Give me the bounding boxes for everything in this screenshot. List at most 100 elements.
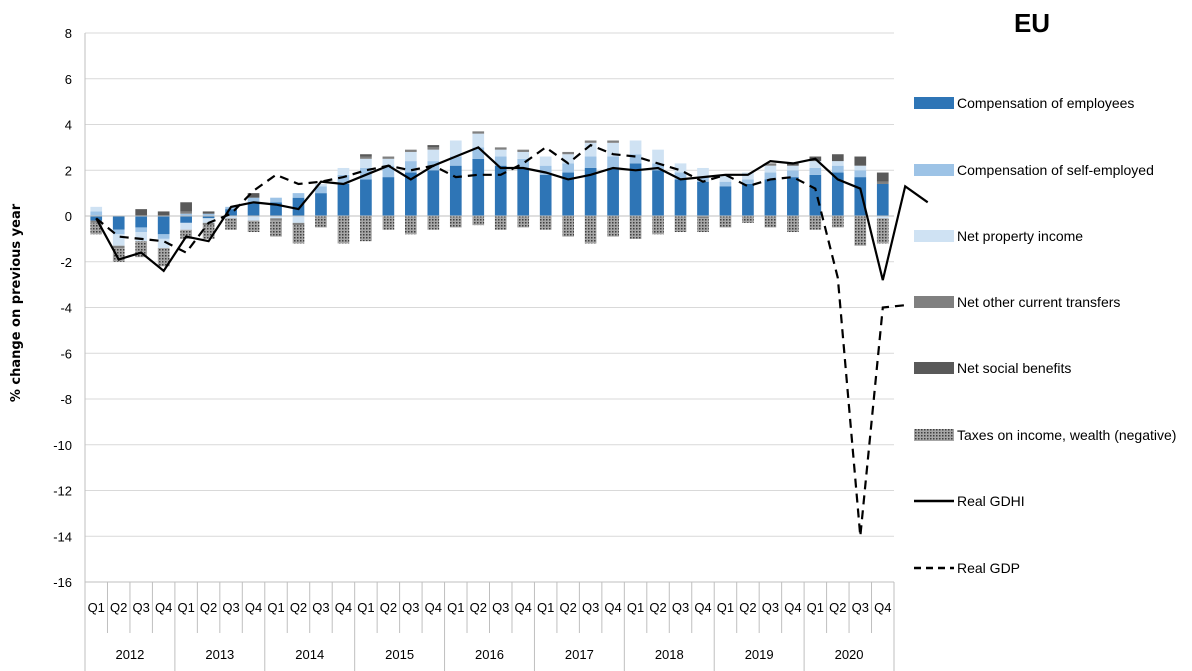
- y-tick-label: -8: [60, 392, 72, 407]
- x-tick-label: Q1: [267, 600, 284, 615]
- bar-segment: [157, 248, 170, 267]
- x-tick-label: Q3: [312, 600, 329, 615]
- bar-segment: [112, 245, 125, 249]
- x-tick-label: Q3: [133, 600, 150, 615]
- series-line: [95, 146, 929, 281]
- bar-segment: [270, 218, 282, 221]
- legend-label: Real GDHI: [957, 493, 1025, 509]
- x-tick-label: Q4: [784, 600, 801, 615]
- x-tick-label: Q2: [470, 600, 487, 615]
- bar-segment: [449, 156, 462, 166]
- bar-segment: [607, 156, 619, 168]
- bar-segment: [562, 151, 574, 155]
- x-tick-label: Q3: [402, 600, 419, 615]
- legend-swatch: [914, 429, 954, 441]
- bar-segment: [337, 216, 350, 244]
- bar-segment: [449, 216, 462, 228]
- bar-segment: [360, 156, 372, 159]
- bar-segment: [472, 158, 485, 216]
- bar-segment: [315, 183, 327, 187]
- bar-segment: [787, 170, 799, 178]
- y-axis-label: % change on previous year: [9, 203, 24, 402]
- bar-segment: [854, 156, 867, 166]
- bar-segment: [697, 218, 709, 233]
- y-tick-label: -4: [60, 301, 72, 316]
- bar-segment: [562, 163, 574, 173]
- x-tick-label: Q1: [627, 600, 644, 615]
- bar-segment: [607, 142, 619, 157]
- x-tick-label: Q3: [672, 600, 689, 615]
- bar-segment: [247, 193, 260, 198]
- bar-segment: [876, 218, 889, 244]
- bar-segment: [382, 158, 395, 166]
- bar-segment: [247, 220, 260, 233]
- bar-segment: [719, 186, 732, 216]
- bar-segment: [270, 202, 282, 216]
- bar-segment: [337, 174, 350, 184]
- bar-segment: [472, 133, 485, 148]
- x-tick-label: Q4: [874, 600, 891, 615]
- bar-segment: [831, 216, 844, 228]
- bar-segment: [180, 213, 192, 216]
- bar-segment: [719, 174, 732, 182]
- bar-segment: [764, 172, 777, 180]
- y-tick-label: -14: [53, 529, 72, 544]
- y-tick-label: 6: [65, 72, 72, 87]
- bar-segment: [90, 220, 103, 223]
- bar-segment: [854, 216, 867, 246]
- bar-segment: [472, 216, 485, 226]
- x-tick-label: Q1: [537, 600, 554, 615]
- bar-segment: [809, 167, 822, 175]
- bar-segment: [607, 216, 619, 237]
- x-tick-label: 2014: [295, 647, 324, 662]
- x-tick-label: Q2: [380, 600, 397, 615]
- x-tick-label: Q3: [852, 600, 869, 615]
- bar-segment: [247, 216, 260, 221]
- bar-segment: [742, 216, 754, 223]
- x-tick-label: 2020: [835, 647, 864, 662]
- bar-segment: [202, 225, 215, 239]
- bar-segment: [629, 216, 642, 239]
- bar-segment: [629, 154, 642, 164]
- bar-segment: [697, 181, 709, 216]
- bar-segment: [427, 216, 440, 230]
- bar-segment: [584, 140, 597, 143]
- bar-segment: [360, 154, 372, 157]
- bar-segment: [764, 165, 777, 173]
- x-tick-label: Q2: [649, 600, 666, 615]
- bar-segment: [202, 211, 215, 214]
- bar-segment: [337, 183, 350, 216]
- bar-segment: [652, 149, 664, 164]
- bar-segment: [697, 177, 709, 182]
- bar-segment: [787, 216, 799, 233]
- bar-segment: [247, 197, 260, 203]
- x-tick-label: Q1: [357, 600, 374, 615]
- bar-segment: [472, 131, 485, 134]
- bar-segment: [584, 167, 597, 216]
- bar-segment: [494, 149, 507, 157]
- legend-swatch: [914, 362, 954, 374]
- bar-segment: [247, 202, 260, 216]
- bar-segment: [360, 179, 372, 216]
- chart-title: EU: [1014, 8, 1050, 38]
- bar-segment: [405, 172, 417, 216]
- y-tick-label: 8: [65, 26, 72, 41]
- y-tick-label: -2: [60, 255, 72, 270]
- bar-segment: [180, 211, 192, 214]
- bar-segment: [427, 149, 440, 162]
- legend-label: Net property income: [957, 228, 1083, 244]
- legend-swatch: [914, 296, 954, 308]
- bar-segment: [315, 186, 327, 194]
- bar-segment: [629, 140, 642, 155]
- bar-segment: [517, 158, 530, 168]
- bar-segment: [876, 181, 889, 184]
- bar-segment: [112, 248, 125, 262]
- bar-segment: [719, 181, 732, 187]
- x-tick-label: Q3: [492, 600, 509, 615]
- bar-segment: [360, 158, 372, 168]
- bar-segment: [584, 142, 597, 157]
- bar-segment: [427, 145, 440, 148]
- bar-segment: [674, 163, 687, 173]
- y-tick-label: -16: [53, 575, 72, 590]
- bar-segment: [472, 147, 485, 159]
